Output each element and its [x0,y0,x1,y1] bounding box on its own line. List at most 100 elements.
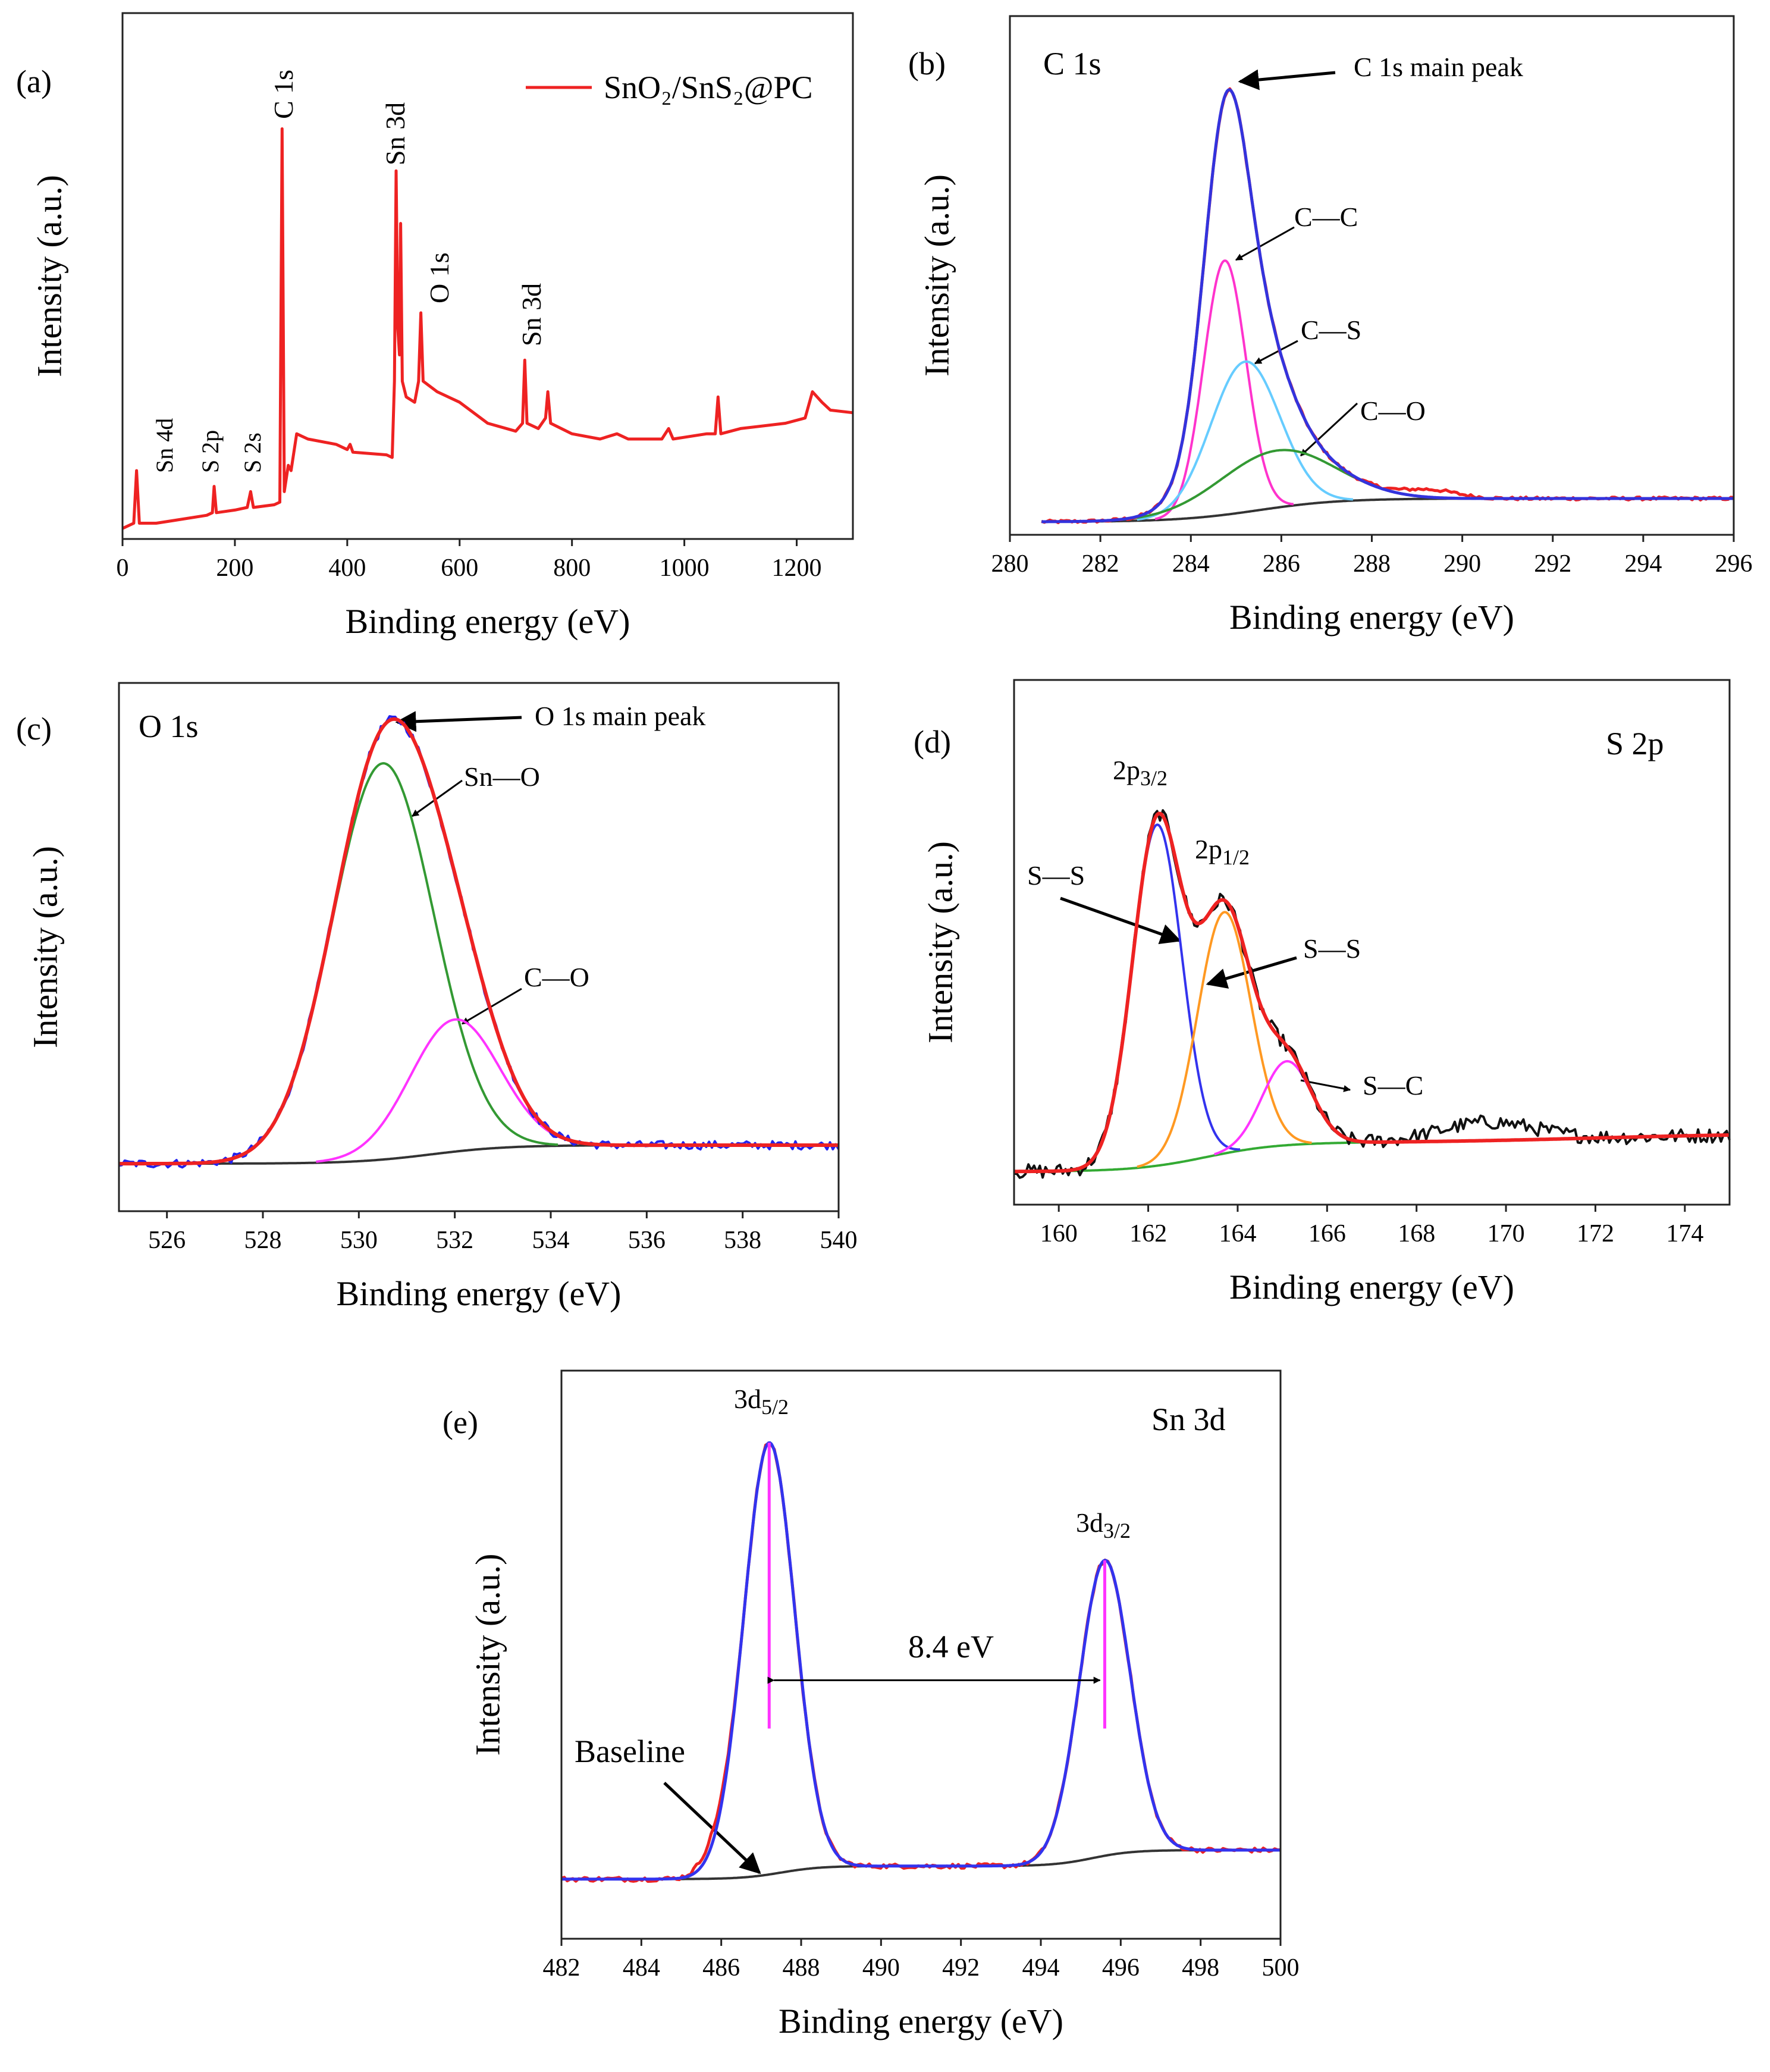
y-axis-label: Intensity (a.u.) [30,175,68,377]
peak-label-s2p: S 2p [197,430,224,473]
x-axis-label: Binding energy (eV) [346,602,630,641]
x-tick-label: 498 [1182,1954,1219,1982]
plot-frame [1009,15,1735,536]
x-tick-label: 200 [216,554,253,582]
x-tick-label: 538 [724,1227,761,1254]
x-tick-label: 280 [991,550,1029,578]
x-tick-label: 530 [340,1227,378,1254]
x-tick-label: 284 [1172,550,1210,578]
arrow-c-o-c [461,988,522,1025]
y-axis-label: Intensity (a.u.) [917,174,956,377]
x-tick-label: 294 [1624,550,1662,578]
label-3d32: 3d3/2 [1076,1507,1131,1543]
plot-frame [560,1369,1282,1940]
x-tick-label: 534 [532,1227,570,1254]
x-tick-label: 496 [1102,1954,1140,1982]
label-c-o-c: C—O [524,962,589,992]
label-2p12: 2p1/2 [1195,834,1250,869]
component-cs [1137,360,1353,521]
label-3d52: 3d5/2 [734,1384,789,1419]
fit-envelope [1041,88,1734,524]
x-tick-label: 170 [1487,1220,1525,1247]
label-c-c: C—C [1294,202,1358,232]
y-axis-label: Intensity (a.u.) [26,846,64,1048]
panel-label-c: (c) [16,711,52,747]
y-axis-label: Intensity (a.u.) [468,1554,507,1756]
panel-c: 526 528 530 532 534 536 538 540 Binding energy (… [26,682,858,1313]
plot-frame [121,12,854,540]
x-tick-label: 296 [1715,550,1753,578]
panel-label-d: (d) [914,724,951,760]
peak-label-s2s: S 2s [239,432,266,473]
x-tick-label: 1000 [660,554,710,582]
x-axis-label: Binding energy (eV) [779,2002,1063,2040]
arrow-main-peak-c [395,711,522,732]
arrow-c-o-b [1300,402,1358,457]
fit-envelope [561,1441,1281,1881]
x-tick-label: 490 [862,1954,900,1982]
x-tick-label: 162 [1129,1220,1167,1247]
x-tick-label: 172 [1577,1220,1614,1247]
panel-label-e: (e) [442,1405,478,1440]
component-ss2p12 [1137,911,1312,1168]
component-sno [208,762,558,1164]
x-axis-label: Binding energy (eV) [1229,1268,1514,1306]
raw-data-line [1041,87,1734,525]
label-s-s-right: S—S [1303,933,1361,964]
label-o1s-main-peak: O 1s main peak [535,701,705,731]
panel-title-e: Sn 3d [1151,1402,1226,1437]
x-tick-label: 290 [1443,550,1481,578]
x-tick-label: 482 [543,1954,580,1982]
x-tick-label: 800 [553,554,591,582]
panel-label-a: (a) [16,64,52,99]
peak-label-sn4d: Sn 4d [151,418,178,473]
component-co [316,1018,594,1163]
panel-a: 0 200 400 600 800 1000 1200 Binding energy (eV)… [30,12,854,641]
x-tick-label: 174 [1666,1220,1703,1247]
x-tick-label: 292 [1534,550,1571,578]
x-tick-label: 484 [623,1954,660,1982]
x-tick-label: 532 [436,1227,473,1254]
x-tick-label: 528 [244,1227,282,1254]
panel-title-d: S 2p [1606,726,1664,761]
series-line [121,127,853,530]
label-c-s: C—S [1301,315,1361,345]
arrow-sn-o [412,779,463,817]
x-tick-label: 1200 [772,554,822,582]
panel-b: 280 282 284 286 288 290 292 294 296 Binding energ… [917,15,1753,637]
x-tick-label: 486 [702,1954,740,1982]
label-c-o-b: C—O [1360,396,1426,426]
x-tick-label: 288 [1353,550,1391,578]
x-axis-label: Binding energy (eV) [337,1274,622,1313]
panel-title-c: O 1s [139,709,199,744]
label-2p32: 2p3/2 [1113,755,1168,790]
label-baseline: Baseline [575,1734,685,1769]
y-axis-label: Intensity (a.u.) [921,841,959,1043]
x-tick-label: 526 [148,1227,186,1254]
x-tick-label: 164 [1219,1220,1256,1247]
panel-label-b: (b) [908,46,946,81]
x-tick-label: 492 [942,1954,980,1982]
panel-e: 482 484 486 488 490 492 494 496 498 500 Binding en… [468,1369,1300,2040]
panel-d: 160 162 164 166 168 170 172 174 Binding energy (… [921,679,1731,1306]
x-tick-label: 282 [1082,550,1119,578]
component-ss2p32 [1074,823,1241,1171]
fit-envelope [1013,811,1730,1174]
x-tick-label: 0 [117,554,129,582]
plot-frame [118,682,840,1212]
label-c1s-main-peak: C 1s main peak [1354,52,1523,82]
arrow-main-peak-b [1238,69,1336,90]
plot-frame [1013,679,1731,1206]
raw-data-line [1013,809,1731,1179]
x-tick-label: 286 [1263,550,1300,578]
legend-label: SnO₂/SnS₂@PC [604,70,813,105]
x-tick-label: 536 [628,1227,666,1254]
peak-label-c1s: C 1s [268,70,299,119]
label-s-s-left: S—S [1027,860,1085,891]
label-sn-o: Sn—O [464,761,540,792]
x-tick-label: 540 [820,1227,858,1254]
x-tick-label: 494 [1022,1954,1060,1982]
x-tick-label: 160 [1040,1220,1078,1247]
x-tick-label: 500 [1262,1954,1300,1982]
